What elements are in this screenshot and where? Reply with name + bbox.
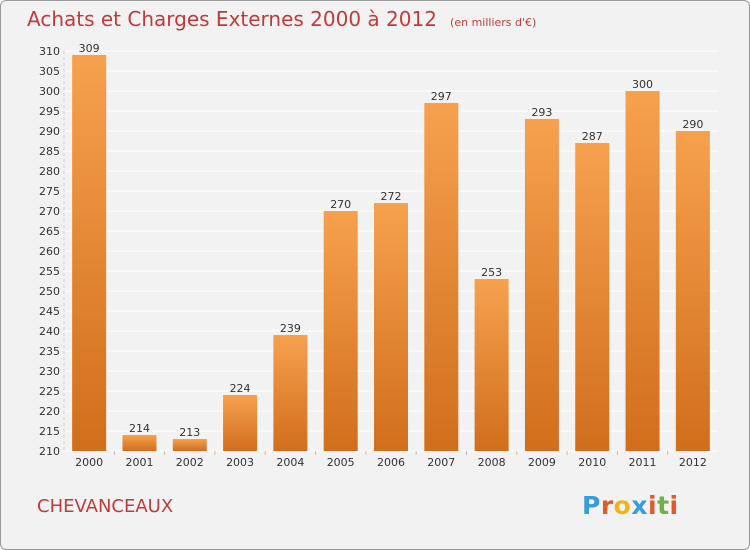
bar-2007 xyxy=(424,103,459,451)
y-tick-label: 255 xyxy=(39,265,60,278)
data-label: 214 xyxy=(129,422,150,435)
x-tick-label: 2010 xyxy=(578,456,606,469)
logo-letter: i xyxy=(648,491,658,520)
y-tick-label: 285 xyxy=(39,145,60,158)
chart-title: Achats et Charges Externes 2000 à 2012 (… xyxy=(27,7,536,31)
y-axis: 210 215 220 225 230 235 240 245 250 255 260 265 270 2… xyxy=(39,45,60,458)
y-tick-label: 270 xyxy=(39,205,60,218)
bar-2005 xyxy=(323,211,358,451)
data-label: 290 xyxy=(682,118,703,131)
bar-2000 xyxy=(72,55,107,451)
place-name: CHEVANCEAUX xyxy=(37,496,174,517)
data-label: 309 xyxy=(79,42,100,55)
bar-2012 xyxy=(675,131,710,451)
x-axis: 2000 2001 2002 2003 2004 2005 2006 2007 2008 2009… xyxy=(75,451,707,469)
bar-2011 xyxy=(625,91,660,451)
data-labels: 309 214 213 224 239 270 272 297 253 293 287 300 290 xyxy=(79,42,704,439)
data-label: 297 xyxy=(431,90,452,103)
y-tick-label: 265 xyxy=(39,225,60,238)
data-label: 224 xyxy=(230,382,251,395)
bar-2002 xyxy=(172,439,207,451)
logo-letter: P xyxy=(582,491,601,520)
data-label: 270 xyxy=(330,198,351,211)
logo-letter: t xyxy=(657,491,670,520)
y-tick-label: 225 xyxy=(39,385,60,398)
data-label: 293 xyxy=(531,106,552,119)
data-label: 253 xyxy=(481,266,502,279)
y-tick-label: 310 xyxy=(39,45,60,58)
data-label: 213 xyxy=(179,426,200,439)
x-tick-label: 2009 xyxy=(528,456,556,469)
logo-letter: i xyxy=(669,491,679,520)
y-tick-label: 245 xyxy=(39,305,60,318)
y-tick-label: 305 xyxy=(39,65,60,78)
logo-letter: x xyxy=(631,491,648,520)
x-tick-label: 2008 xyxy=(478,456,506,469)
data-label: 287 xyxy=(582,130,603,143)
x-tick-label: 2011 xyxy=(629,456,657,469)
bar-2009 xyxy=(524,119,559,451)
x-tick-label: 2002 xyxy=(176,456,204,469)
data-label: 300 xyxy=(632,78,653,91)
y-tick-label: 215 xyxy=(39,425,60,438)
y-tick-label: 235 xyxy=(39,345,60,358)
y-tick-label: 240 xyxy=(39,325,60,338)
x-tick-label: 2012 xyxy=(679,456,707,469)
x-tick-label: 2001 xyxy=(125,456,153,469)
y-tick-label: 260 xyxy=(39,245,60,258)
x-tick-label: 2005 xyxy=(327,456,355,469)
data-label: 272 xyxy=(381,190,402,203)
data-label: 239 xyxy=(280,322,301,335)
y-tick-label: 295 xyxy=(39,105,60,118)
y-tick-label: 300 xyxy=(39,85,60,98)
y-tick-label: 275 xyxy=(39,185,60,198)
x-tick-label: 2004 xyxy=(276,456,304,469)
unit-text: (en milliers d'€) xyxy=(450,16,537,29)
y-tick-label: 210 xyxy=(39,445,60,458)
x-tick-label: 2000 xyxy=(75,456,103,469)
y-tick-label: 230 xyxy=(39,365,60,378)
x-tick-label: 2003 xyxy=(226,456,254,469)
y-tick-label: 220 xyxy=(39,405,60,418)
bar-2008 xyxy=(474,279,509,451)
bar-2003 xyxy=(223,395,258,451)
y-tick-label: 250 xyxy=(39,285,60,298)
bar-2001 xyxy=(122,435,157,451)
bars xyxy=(72,55,710,451)
bar-2006 xyxy=(374,203,408,451)
proxiti-logo: Proxiti xyxy=(582,491,679,520)
y-tick-label: 280 xyxy=(39,165,60,178)
bar-2010 xyxy=(575,143,610,451)
y-tick-label: 290 xyxy=(39,125,60,138)
x-tick-label: 2007 xyxy=(427,456,455,469)
logo-letter: r xyxy=(600,491,614,520)
logo-letter: o xyxy=(613,491,632,520)
x-tick-label: 2006 xyxy=(377,456,405,469)
title-text: Achats et Charges Externes 2000 à 2012 xyxy=(27,7,437,31)
bar-2004 xyxy=(273,335,308,451)
